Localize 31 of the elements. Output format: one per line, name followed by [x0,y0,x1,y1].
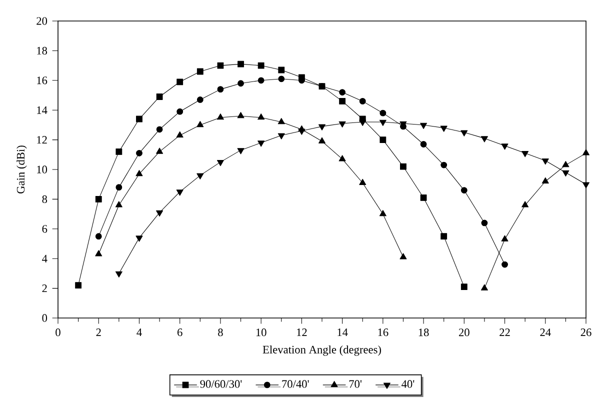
x-tick-label: 4 [136,328,142,336]
y-tick-label: 0 [42,314,48,322]
y-tick-label: 12 [37,136,47,144]
x-tick-label: 22 [500,328,510,336]
x-tick-label: 14 [338,328,348,336]
x-tick-label: 10 [256,328,266,336]
x-tick-label: 6 [177,328,182,336]
y-tick-label: 14 [37,106,48,114]
y-tick-label: 8 [42,195,48,204]
y-tick-label: 18 [37,46,48,55]
legend-label: 40' [402,380,414,388]
x-tick-label: 8 [218,328,223,336]
x-tick-label: 18 [418,328,429,336]
x-tick-label: 12 [297,328,307,336]
y-tick-label: 20 [36,17,48,25]
legend-label: 70' [349,380,362,388]
x-axis-title: Elevation Angle (degrees) [262,345,381,356]
legend-label: 70/40' [282,380,309,388]
x-tick-label: 16 [378,328,388,336]
y-tick-label: 4 [42,254,48,262]
legend-label: 90/60/30' [200,380,242,388]
x-tick-label: 2 [96,328,101,336]
y-axis-title: Gain (dBi) [16,146,27,194]
x-tick-label: 24 [540,328,551,336]
y-tick-label: 16 [37,76,48,84]
y-tick-label: 10 [37,166,48,174]
y-tick-label: 2 [42,284,47,292]
x-tick-label: 26 [580,328,592,336]
x-tick-label: 20 [458,328,470,336]
y-tick-label: 6 [42,225,48,233]
x-tick-label: 0 [56,328,60,336]
